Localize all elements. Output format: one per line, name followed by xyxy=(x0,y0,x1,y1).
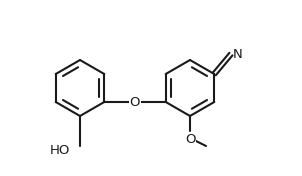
Text: N: N xyxy=(233,48,243,61)
Text: O: O xyxy=(185,133,195,146)
Text: HO: HO xyxy=(50,143,70,156)
Text: O: O xyxy=(130,96,140,108)
